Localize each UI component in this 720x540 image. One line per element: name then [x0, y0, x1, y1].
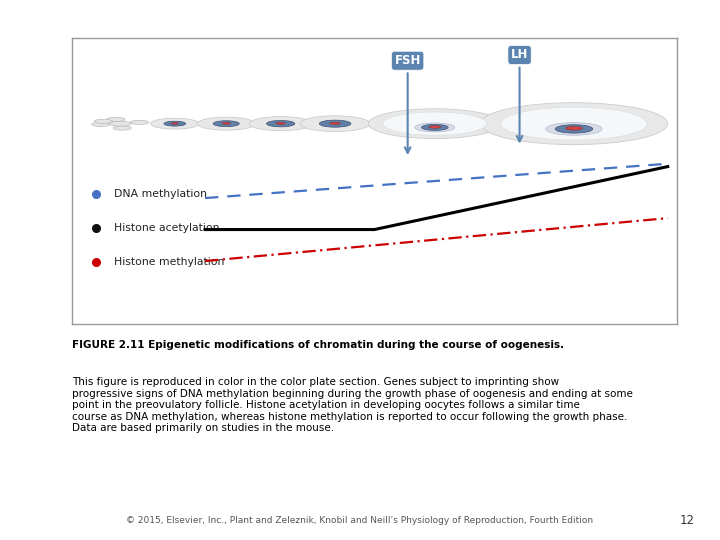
Ellipse shape [330, 122, 341, 125]
Ellipse shape [113, 126, 131, 130]
Text: © 2015, Elsevier, Inc., Plant and Zeleznik, Knobil and Neill’s Physiology of Rep: © 2015, Elsevier, Inc., Plant and Zelezn… [127, 516, 593, 525]
Ellipse shape [94, 119, 112, 124]
Text: Histone methylation: Histone methylation [114, 258, 225, 267]
Ellipse shape [222, 123, 230, 124]
Ellipse shape [130, 120, 148, 124]
Text: DNA methylation: DNA methylation [114, 189, 207, 199]
Ellipse shape [383, 112, 487, 136]
Ellipse shape [171, 123, 179, 124]
Ellipse shape [429, 126, 441, 129]
Ellipse shape [319, 120, 351, 127]
Text: LH: LH [511, 49, 528, 141]
Ellipse shape [480, 103, 667, 145]
Ellipse shape [276, 122, 285, 124]
Text: FSH: FSH [395, 54, 421, 153]
Text: FIGURE 2.11 Epigenetic modifications of chromatin during the course of oogenesis: FIGURE 2.11 Epigenetic modifications of … [72, 340, 564, 350]
Text: Histone acetylation: Histone acetylation [114, 223, 220, 233]
Ellipse shape [109, 121, 131, 126]
Ellipse shape [546, 123, 602, 135]
Text: 12: 12 [680, 514, 695, 527]
Ellipse shape [150, 118, 199, 129]
Ellipse shape [266, 120, 294, 127]
Ellipse shape [501, 107, 647, 140]
Ellipse shape [91, 123, 110, 126]
Ellipse shape [249, 117, 312, 131]
Ellipse shape [422, 124, 448, 130]
Ellipse shape [555, 125, 593, 133]
Text: This figure is reproduced in color in the color plate section. Genes subject to : This figure is reproduced in color in th… [72, 377, 633, 434]
Ellipse shape [415, 123, 455, 132]
Ellipse shape [300, 116, 370, 132]
Ellipse shape [565, 126, 582, 130]
Ellipse shape [107, 117, 125, 122]
Ellipse shape [369, 109, 501, 139]
Ellipse shape [164, 121, 186, 126]
Ellipse shape [213, 121, 239, 126]
Ellipse shape [197, 117, 256, 130]
